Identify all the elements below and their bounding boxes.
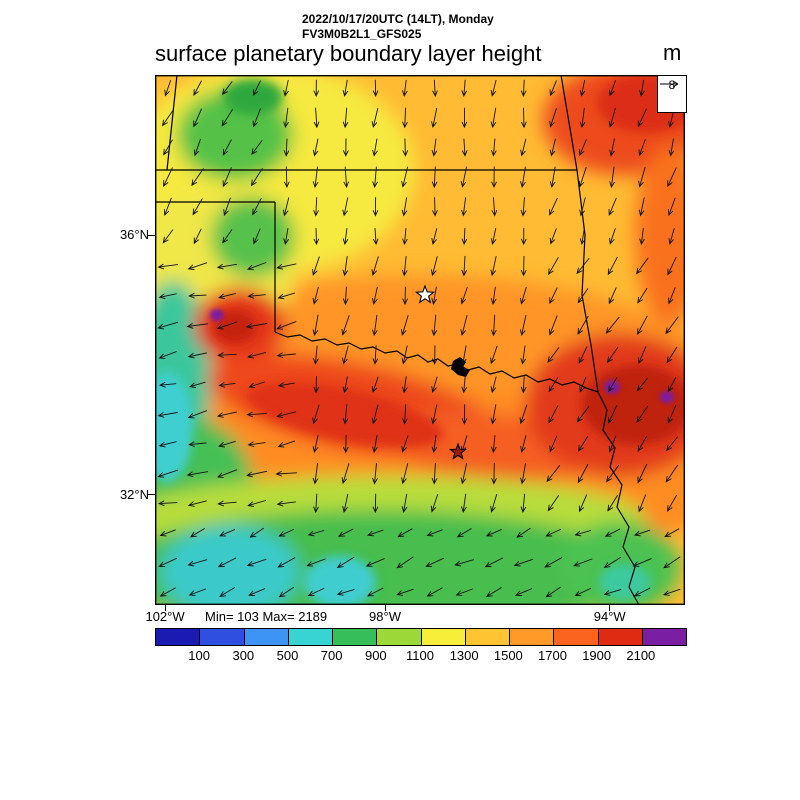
colorbar-segment-7 [465,629,510,645]
lon-tick-1 [384,605,386,611]
lon-label-0: 102°W [145,609,185,624]
colorbar-tick-1900: 1900 [582,648,612,663]
colorado-kansas-border [166,75,178,171]
colorbar-tick-700: 700 [320,648,343,663]
lon-label-1: 98°W [369,609,401,624]
wind-reference-value: 8 [668,78,676,92]
wind-reference-box: 8 [657,75,687,113]
colorbar-tick-1700: 1700 [538,648,567,663]
model-name-label: FV3M0B2L1_GFS025 [302,27,422,41]
colorbar-segment-5 [377,629,422,645]
lat-tick-1 [148,494,155,496]
lon-tick-0 [164,605,166,611]
map-frame [155,75,685,605]
colorbar-tick-900: 900 [364,648,387,663]
pbl-height-map [155,75,685,605]
minmax-label: Min= 103 Max= 2189 [205,609,328,624]
colorbar-tick-500: 500 [276,648,299,663]
colorbar-segment-10 [598,629,643,645]
wind-arrows [157,79,681,598]
colorbar-segment-4 [333,629,378,645]
lat-label-0: 36°N [119,227,149,243]
colorbar-tick-300: 300 [232,648,255,663]
lon-label-2: 94°W [593,609,626,624]
colorbar-segment-8 [510,629,555,645]
colorbar-tick-labels: 100 300 500 700 900 1100 1300 1500 1700 1900 2100 [0,648,800,664]
colorbar-segment-3 [288,629,333,645]
colorbar-tick-1300: 1300 [449,648,479,663]
pbl-field [155,75,685,605]
plot-title: surface planetary boundary layer height [155,41,542,66]
colorbar-segment-1 [200,629,245,645]
lat-tick-0 [148,234,155,236]
lake-texoma [451,357,470,377]
colorbar-segment-0 [156,629,201,645]
texas-east-border [597,391,640,605]
map-panel: 8 [155,75,687,605]
colorbar [155,628,687,646]
units-label: m [663,40,682,65]
city-marker-star-open [414,284,436,304]
colorbar-tick-1500: 1500 [493,648,523,663]
lon-tick-2 [609,605,611,611]
colorbar-tick-1100: 1100 [406,648,434,663]
colorbar-segment-2 [244,629,289,645]
lat-label-1: 32°N [119,486,149,502]
colorbar-segment-9 [554,629,599,645]
valid-time-label: 2022/10/17/20UTC (14LT), Monday [302,12,494,26]
state-borders [155,75,640,605]
missouri-west-border [560,75,578,171]
wind-reference-arrow-icon [660,80,679,88]
red-river-border [274,331,599,393]
colorbar-segment-6 [421,629,466,645]
city-marker-star-filled [448,442,468,460]
colorbar-segment-11 [642,629,686,645]
colorbar-tick-2100: 2100 [626,648,656,663]
colorbar-tick-100: 100 [188,648,211,663]
